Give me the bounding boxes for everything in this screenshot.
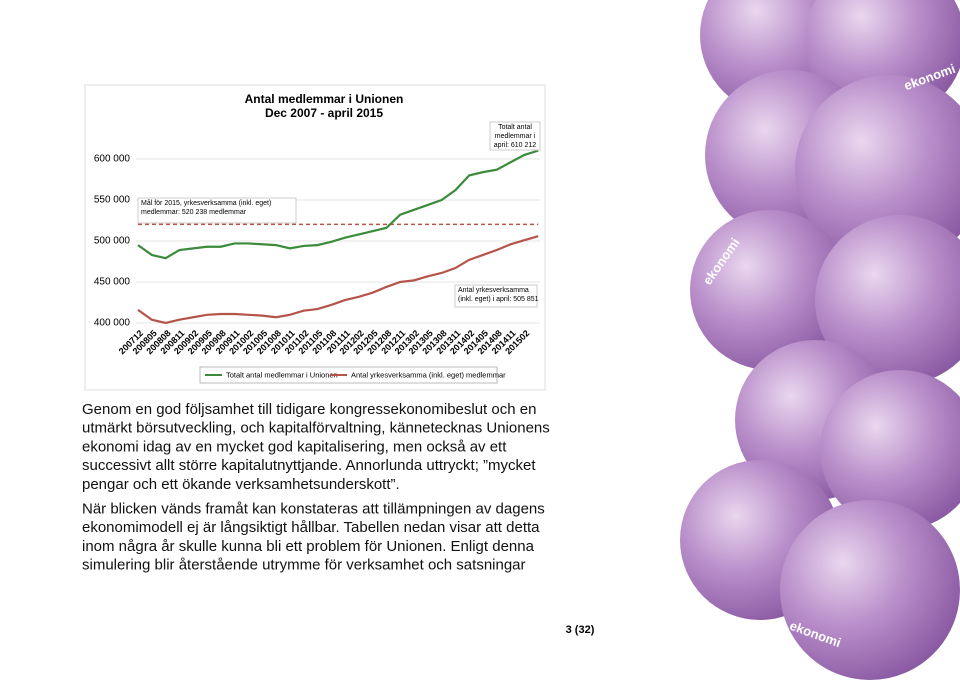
annotation-text: Antal yrkesverksamma [458,287,529,294]
body-text: ekonomi idag av en mycket god kapitalise… [82,438,507,455]
body-text: utmärkt börsutveckling, och kapitalförva… [82,420,550,437]
annotation-text: april: 610 212 [494,142,537,149]
body-text: inom några år skulle kunna bli ett probl… [82,538,535,555]
annotation-text: (inkl. eget) i april: 505 851 [458,296,539,303]
y-tick-label: 400 000 [94,318,131,329]
annotation-text: Mål för 2015, yrkesverksamma (inkl. eget… [141,199,271,207]
body-text: ekonomimodell ej är långsiktigt hållbar.… [82,519,540,536]
annotation-text: Totalt antal [498,124,532,131]
annotation-text: medlemmar: 520 238 medlemmar [141,209,247,216]
legend-label: Totalt antal medlemmar i Unionen [226,370,338,379]
annotation-text: medlemmar i [495,133,536,140]
body-text: Genom en god följsamhet till tidigare ko… [82,401,536,418]
y-tick-label: 600 000 [94,154,131,165]
body-text: pengar och ett ökande verksamhetsundersk… [82,476,400,493]
y-tick-label: 450 000 [94,277,131,288]
body-text: successivt allt större kapitalutnyttjand… [82,457,536,474]
body-text: När blicken vänds framåt kan konstateras… [82,500,545,517]
annotation-box [489,121,541,151]
annotation-box [454,284,538,308]
decoration [680,0,960,680]
legend-label: Antal yrkesverksamma (inkl. eget) medlem… [351,370,506,379]
chart-title: Antal medlemmar i Unionen [245,92,404,106]
series-line [137,149,539,260]
y-tick-label: 550 000 [94,195,131,206]
page-number: 3 (32) [566,624,595,636]
series-line [137,235,539,325]
body-text: simulering blir återstående utrymme för … [82,557,526,574]
chart-title: Dec 2007 - april 2015 [265,106,383,120]
y-tick-label: 500 000 [94,236,131,247]
annotation-box [137,197,297,224]
legend-box [199,366,498,384]
chart-frame [84,84,546,391]
